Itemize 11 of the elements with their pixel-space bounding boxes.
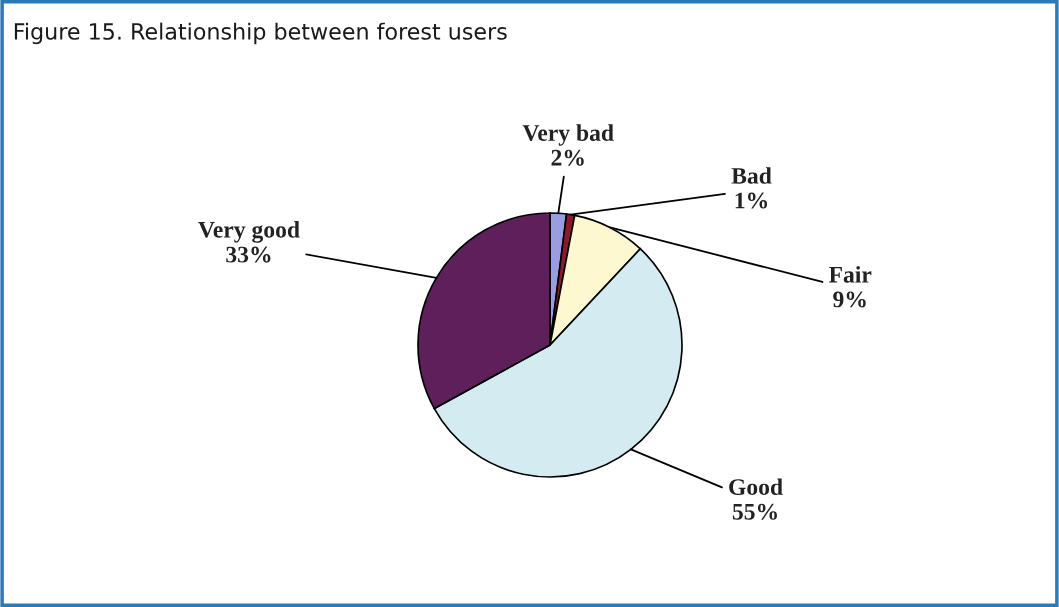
slice-label: Bad [731,167,772,184]
slice-label: Fair [828,266,872,283]
data-label: 9% [833,291,866,308]
data-label: 55% [732,503,777,520]
data-label: 1% [735,192,768,209]
data-label: 33% [226,246,271,263]
slice-label: Good [729,478,783,496]
data-label: 2% [551,149,584,166]
slice-label: Very good [198,221,300,243]
chart-title: Figure 15. Relationship between forest users [14,22,507,45]
slice-label: Very bad [522,124,614,146]
